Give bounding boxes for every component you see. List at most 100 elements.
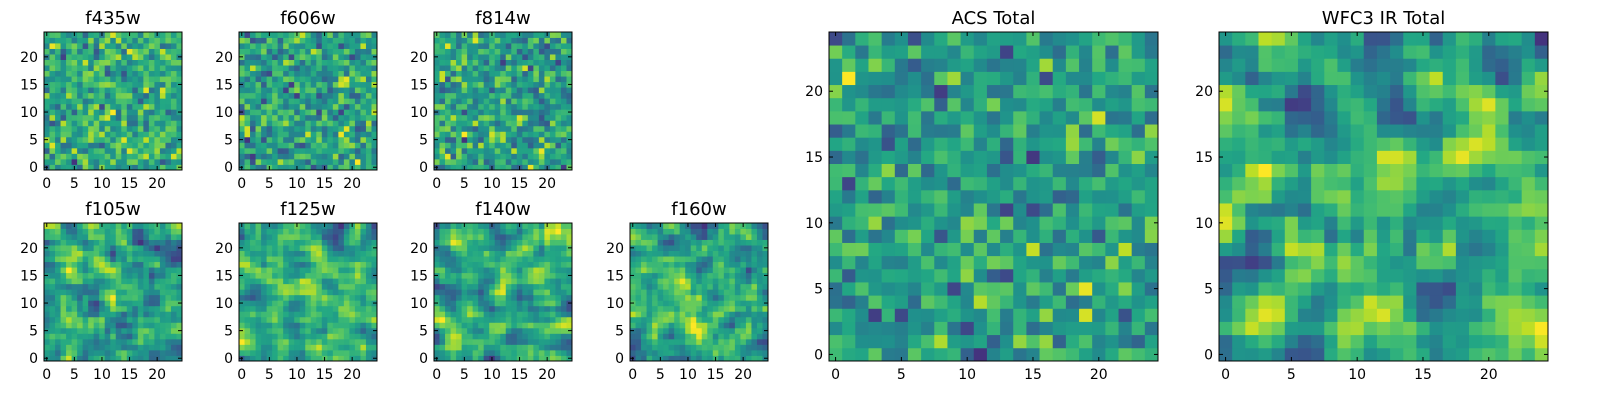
- heatmap-cell: [272, 109, 279, 116]
- heatmap-cell: [560, 158, 567, 165]
- heatmap-cell: [126, 125, 133, 132]
- heatmap-cell: [450, 87, 457, 94]
- heatmap-cell: [148, 59, 155, 66]
- heatmap-cell: [88, 92, 95, 99]
- heatmap-cell: [176, 261, 183, 268]
- heatmap-cell: [751, 250, 758, 257]
- heatmap-cell: [657, 261, 664, 268]
- heatmap-cell: [332, 142, 339, 149]
- heatmap-cell: [250, 223, 256, 229]
- heatmap-cell: [316, 92, 323, 99]
- heatmap-cell: [555, 131, 562, 138]
- heatmap-cell: [555, 54, 562, 60]
- heatmap-cell: [868, 150, 883, 164]
- heatmap-cell: [1013, 203, 1027, 217]
- heatmap-cell: [176, 294, 183, 301]
- heatmap-cell: [294, 65, 301, 72]
- heatmap-cell: [461, 153, 468, 160]
- heatmap-cell: [538, 147, 545, 154]
- heatmap-cell: [1118, 347, 1133, 362]
- heatmap-cell: [549, 355, 556, 362]
- heatmap-cell: [244, 338, 251, 345]
- heatmap-cell: [77, 228, 84, 235]
- heatmap-cell: [143, 103, 150, 110]
- heatmap-cell: [371, 305, 378, 312]
- heatmap-cell: [310, 120, 317, 127]
- heatmap-cell: [371, 316, 378, 323]
- heatmap-cell: [1092, 163, 1106, 178]
- heatmap-cell: [143, 109, 150, 116]
- heatmap-cell: [115, 70, 122, 77]
- heatmap-cell: [321, 65, 328, 72]
- heatmap-cell: [321, 92, 328, 99]
- heatmap-cell: [522, 333, 529, 340]
- heatmap-cell: [740, 316, 747, 323]
- heatmap-cell: [255, 228, 262, 235]
- heatmap-cell: [494, 289, 501, 296]
- heatmap-cell: [641, 300, 647, 307]
- heatmap-cell: [505, 316, 512, 323]
- heatmap-cell: [255, 87, 262, 94]
- heatmap-cell: [478, 103, 485, 110]
- heatmap-cell: [283, 120, 290, 127]
- heatmap-cell: [44, 344, 50, 351]
- heatmap-cell: [143, 48, 150, 55]
- heatmap-cell: [299, 223, 306, 229]
- heatmap-cell: [55, 70, 61, 77]
- heatmap-cell: [288, 37, 295, 44]
- heatmap-cell: [137, 70, 144, 77]
- heatmap-cell: [516, 48, 523, 55]
- heatmap-cell: [549, 48, 556, 55]
- heatmap-cell: [544, 48, 551, 55]
- heatmap-cell: [299, 125, 306, 132]
- heatmap-cell: [533, 103, 540, 110]
- heatmap-cell: [154, 272, 161, 279]
- heatmap-cell: [756, 283, 763, 290]
- heatmap-cell: [511, 98, 518, 105]
- heatmap-cell: [332, 344, 339, 351]
- heatmap-cell: [439, 327, 446, 334]
- heatmap-cell: [159, 327, 166, 334]
- heatmap-cell: [894, 268, 909, 283]
- heatmap-cell: [516, 59, 523, 66]
- heatmap-cell: [88, 158, 95, 165]
- heatmap-cell: [93, 333, 100, 340]
- heatmap-cell: [663, 338, 670, 345]
- heatmap-cell: [729, 261, 736, 268]
- heatmap-cell: [668, 316, 675, 323]
- heatmap-cell: [467, 278, 474, 285]
- heatmap-cell: [343, 228, 350, 235]
- heatmap-cell: [751, 294, 758, 301]
- heatmap-cell: [288, 327, 295, 334]
- heatmap-cell: [1000, 203, 1014, 217]
- heatmap-cell: [321, 344, 328, 351]
- heatmap-cell: [445, 65, 451, 72]
- heatmap-cell: [343, 153, 350, 160]
- heatmap-cell: [527, 327, 534, 334]
- heatmap-cell: [1144, 242, 1159, 257]
- heatmap-cell: [500, 59, 507, 66]
- heatmap-cell: [365, 267, 372, 274]
- heatmap-cell: [461, 109, 468, 116]
- heatmap-cell: [494, 125, 501, 132]
- heatmap-cell: [511, 76, 518, 83]
- heatmap-cell: [93, 338, 100, 345]
- panel-title: f606w: [280, 8, 335, 29]
- heatmap-cell: [527, 344, 534, 351]
- heatmap-cell: [349, 289, 356, 296]
- heatmap-cell: [49, 294, 56, 301]
- heatmap-cell: [511, 278, 518, 285]
- heatmap-cell: [266, 256, 273, 263]
- heatmap-cell: [921, 308, 935, 322]
- heatmap-cell: [272, 103, 279, 110]
- heatmap-cell: [472, 131, 479, 138]
- heatmap-cell: [321, 120, 328, 127]
- heatmap-cell: [1052, 216, 1067, 230]
- heatmap-cell: [544, 87, 551, 94]
- heatmap-cell: [283, 125, 290, 132]
- heatmap-cell: [327, 87, 334, 94]
- heatmap-cell: [365, 114, 372, 121]
- heatmap-cell: [121, 147, 128, 154]
- heatmap-cell: [505, 338, 512, 345]
- heatmap-cell: [842, 189, 856, 204]
